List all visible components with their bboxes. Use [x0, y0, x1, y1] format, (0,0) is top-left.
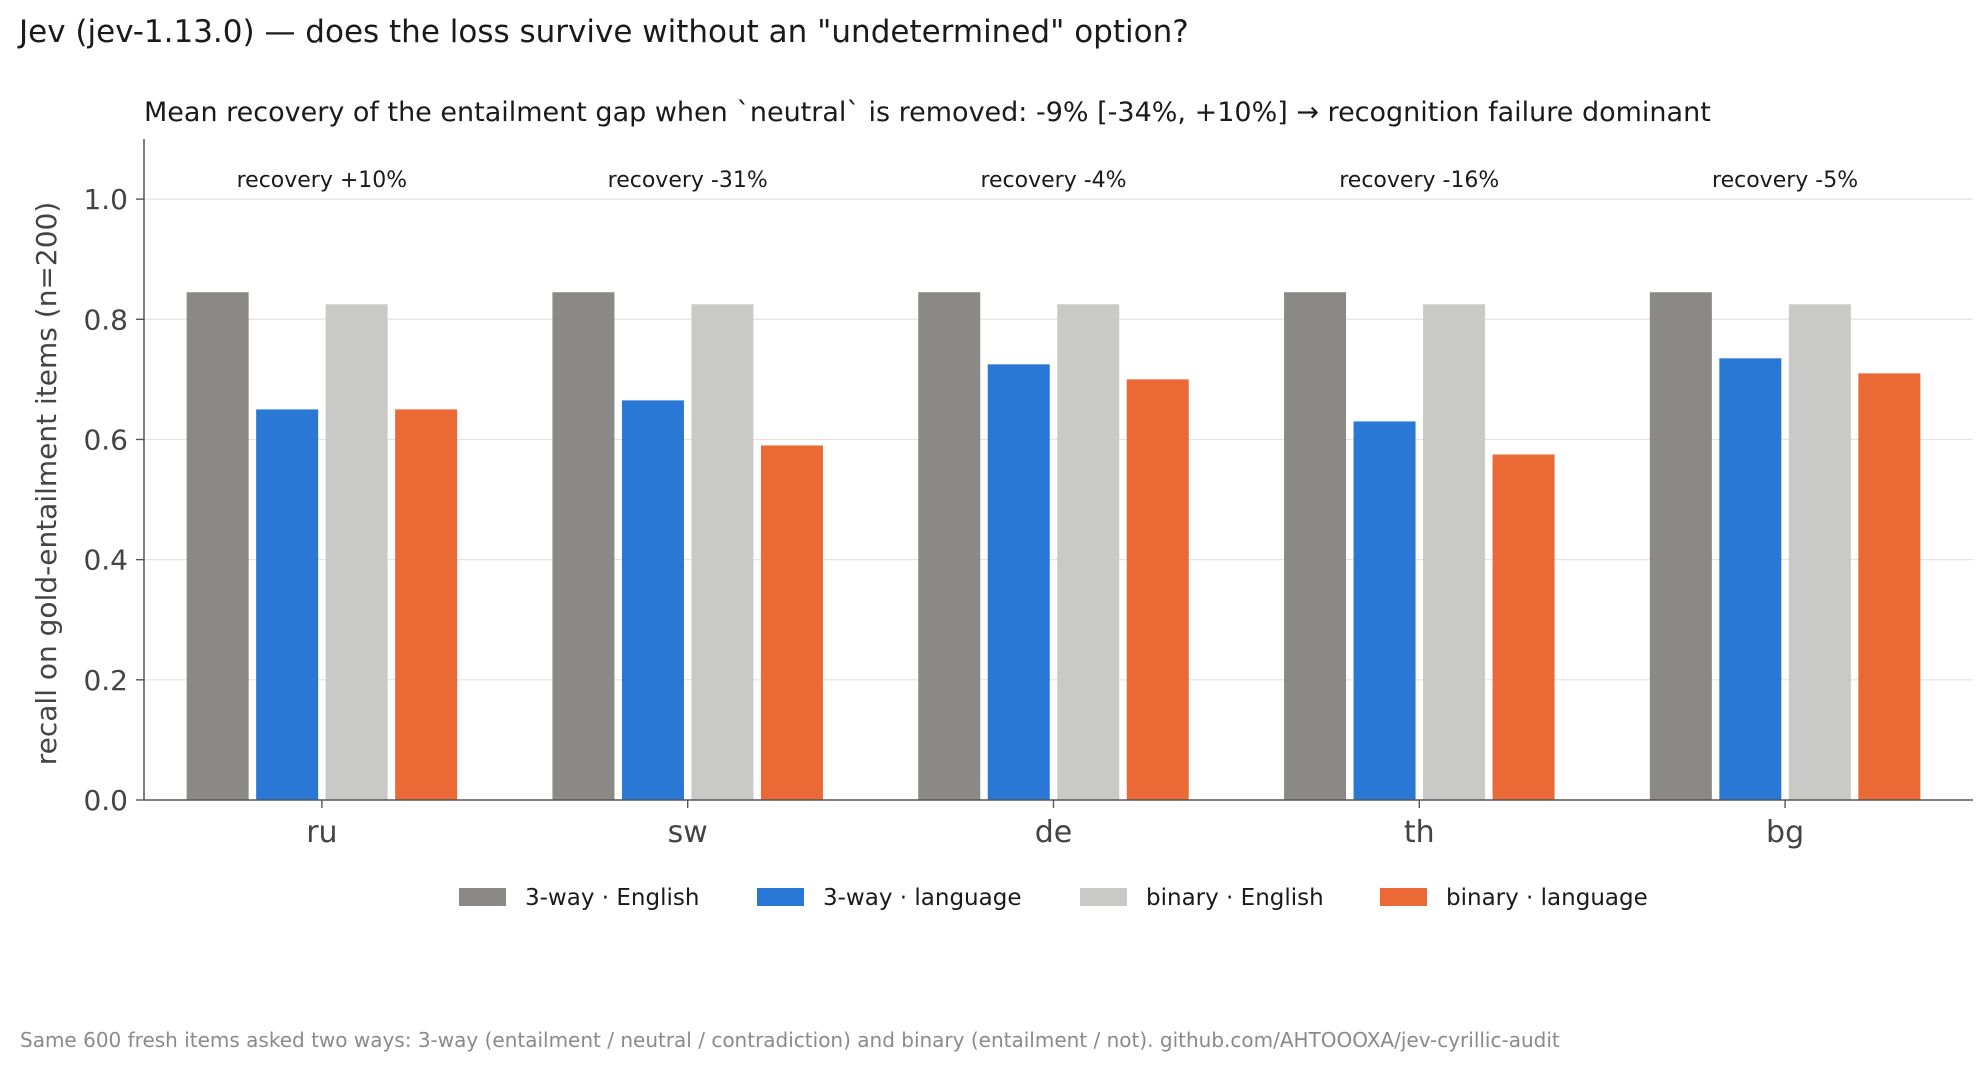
bar-de-series-1 [918, 292, 981, 800]
legend-label: binary · English [1146, 885, 1324, 911]
bar-sw-series-1 [552, 292, 615, 800]
bar-th-series-4 [1492, 454, 1555, 800]
y-axis-label: recall on gold-entailment items (n=200) [30, 202, 63, 766]
legend-item: binary · language [1380, 885, 1648, 911]
bar-th-series-1 [1284, 292, 1347, 800]
x-tick-label: de [1035, 815, 1073, 850]
y-tick-label: 0.8 [83, 303, 128, 336]
bar-ru-series-1 [186, 292, 249, 800]
bar-sw-series-3 [691, 304, 754, 800]
y-tick-label: 0.2 [83, 664, 128, 697]
x-tick-label: bg [1766, 815, 1804, 850]
axes [136, 139, 1973, 808]
legend-item: binary · English [1080, 885, 1324, 911]
y-tick-label: 0.4 [83, 544, 128, 577]
bar-sw-series-4 [760, 445, 823, 800]
legend-swatch [757, 888, 804, 906]
bar-ru-series-3 [325, 304, 388, 800]
legend-swatch [1080, 888, 1127, 906]
bar-de-series-4 [1126, 379, 1189, 800]
bar-de-series-2 [987, 364, 1050, 800]
recovery-annotation: recovery +10% [237, 168, 408, 193]
bar-bg-series-2 [1719, 358, 1782, 800]
bar-th-series-2 [1353, 421, 1416, 800]
y-tick-label: 0.0 [83, 784, 128, 817]
axis-labels: 0.0 0.2 0.4 0.6 0.8 1.0 ru recovery +10% sw recov… [30, 97, 1858, 850]
bar-bg-series-3 [1788, 304, 1851, 800]
chart-title: Jev (jev-1.13.0) — does the loss survive… [19, 14, 1189, 50]
legend-label: 3-way · English [525, 885, 699, 911]
bars [186, 292, 1921, 800]
bar-bg-series-1 [1649, 292, 1712, 800]
y-tick-label: 0.6 [83, 423, 128, 456]
legend-swatch [459, 888, 506, 906]
x-tick-label: ru [306, 815, 337, 850]
recovery-annotation: recovery -4% [980, 168, 1126, 193]
legend-label: binary · language [1446, 885, 1648, 911]
legend-item: 3-way · English [459, 885, 699, 911]
chart-subtitle: Mean recovery of the entailment gap when… [144, 97, 1711, 128]
bar-ru-series-2 [256, 409, 319, 800]
footnote: Same 600 fresh items asked two ways: 3-w… [20, 1028, 1560, 1052]
recovery-annotation: recovery -31% [608, 168, 768, 193]
legend-swatch [1380, 888, 1427, 906]
bar-th-series-3 [1423, 304, 1486, 800]
x-tick-label: sw [668, 815, 708, 850]
bar-ru-series-4 [395, 409, 458, 800]
bar-sw-series-2 [621, 400, 684, 800]
bar-bg-series-4 [1858, 373, 1921, 800]
bar-de-series-3 [1057, 304, 1120, 800]
x-tick-label: th [1404, 815, 1435, 850]
legend-item: 3-way · language [757, 885, 1021, 911]
y-tick-label: 1.0 [83, 183, 128, 216]
recovery-annotation: recovery -16% [1339, 168, 1499, 193]
recovery-annotation: recovery -5% [1712, 168, 1858, 193]
legend: 3-way · English 3-way · language binary · … [459, 885, 1648, 911]
legend-label: 3-way · language [823, 885, 1021, 911]
